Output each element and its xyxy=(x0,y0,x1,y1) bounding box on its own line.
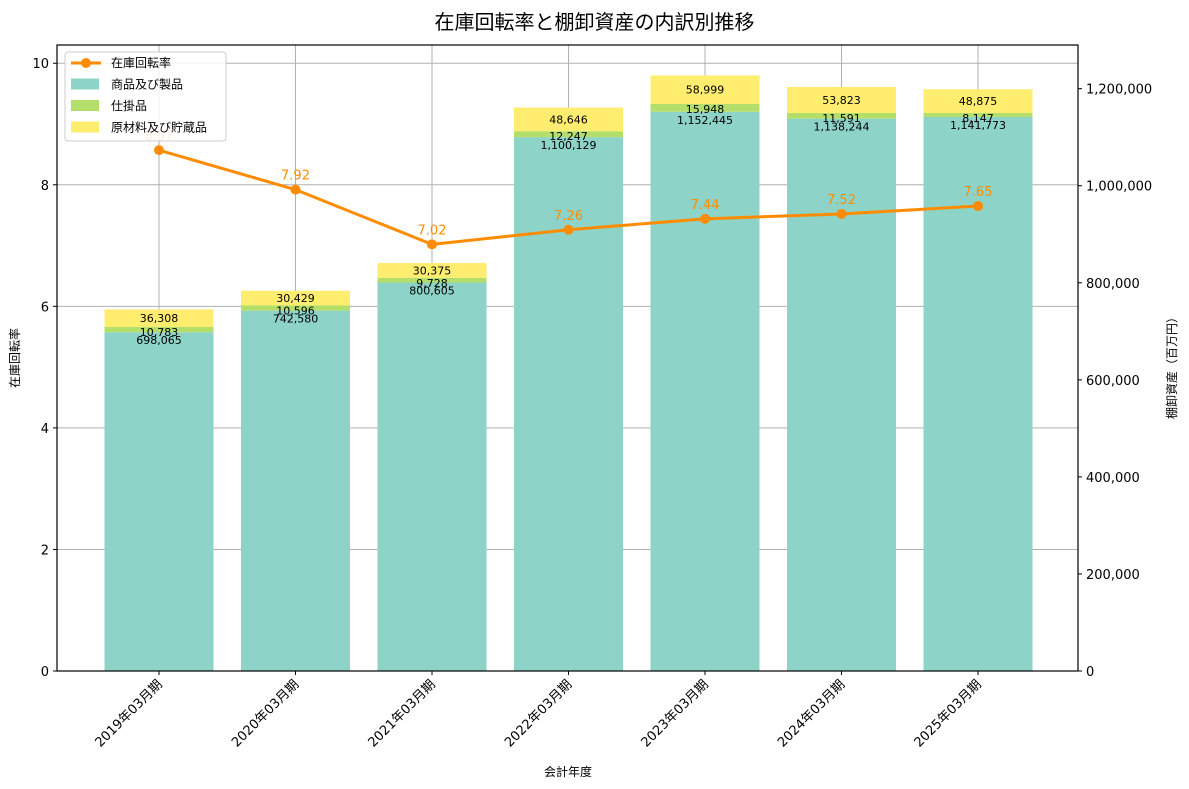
bar-value-label: 15,948 xyxy=(686,103,725,116)
bar-segment xyxy=(377,277,487,283)
bar-segment xyxy=(377,282,487,671)
bar-segment xyxy=(241,310,350,671)
legend-item-label: 仕掛品 xyxy=(111,98,147,113)
turnover-line: 8.577.927.027.267.447.527.65 xyxy=(145,129,993,250)
bar-value-label: 30,375 xyxy=(413,264,452,277)
bar-value-label: 10,783 xyxy=(140,326,179,339)
bar-value-label: 1,138,244 xyxy=(814,121,870,134)
bar-segment xyxy=(923,89,1033,113)
legend-item-label: 原材料及び貯蔵品 xyxy=(111,121,207,135)
x-tick-label: 2025年03月期 xyxy=(912,677,985,750)
bar-value-label: 10,596 xyxy=(276,305,315,318)
y-tick-label-left: 8 xyxy=(41,179,49,194)
x-tick-label: 2024年03月期 xyxy=(775,677,848,750)
x-tick-label: 2023年03月期 xyxy=(639,677,712,750)
bar-value-label: 53,823 xyxy=(822,94,861,107)
legend-swatch-icon xyxy=(71,78,99,90)
bar-segment xyxy=(787,86,896,114)
bar-value-label: 58,999 xyxy=(686,84,725,97)
bar-value-label: 12,247 xyxy=(549,130,588,143)
y-tick-label-right: 600,000 xyxy=(1086,374,1140,389)
line-value-label: 7.52 xyxy=(827,193,856,208)
line-value-label: 7.65 xyxy=(964,185,993,200)
y-tick-label-right: 200,000 xyxy=(1086,568,1140,583)
bar-segment xyxy=(923,112,1033,117)
line-value-label: 7.44 xyxy=(691,198,720,213)
bar-segment xyxy=(377,263,487,278)
bar-segment xyxy=(104,327,214,333)
y-tick-label-right: 1,000,000 xyxy=(1086,180,1152,195)
y-tick-label-right: 0 xyxy=(1086,665,1094,680)
x-axis-label: 会計年度 xyxy=(544,764,592,779)
bar-value-label: 698,065 xyxy=(136,334,182,347)
bar-segment xyxy=(650,75,760,105)
line-value-label: 7.02 xyxy=(418,223,447,238)
bar-segment xyxy=(787,113,896,119)
line-marker xyxy=(563,224,574,235)
bar-segment xyxy=(241,305,350,311)
bar-value-label: 800,605 xyxy=(409,284,455,297)
line-value-label: 7.92 xyxy=(281,169,310,184)
line-marker xyxy=(700,213,710,224)
bar-segment xyxy=(514,131,623,138)
x-tick-label: 2021年03月期 xyxy=(366,677,439,750)
x-tick-label: 2020年03月期 xyxy=(229,677,302,750)
y-tick-label-right: 1,200,000 xyxy=(1086,83,1152,98)
y-tick-label-left: 4 xyxy=(41,422,49,437)
bar-value-label: 48,875 xyxy=(959,95,998,108)
bar-segment xyxy=(650,104,760,112)
line-value-label: 7.26 xyxy=(554,209,583,224)
line-marker xyxy=(427,239,437,250)
y-tick-label-left: 10 xyxy=(32,57,49,72)
y-tick-label-left: 2 xyxy=(41,543,49,558)
y-tick-label-right: 800,000 xyxy=(1086,277,1140,292)
y-tick-label-right: 400,000 xyxy=(1086,471,1140,486)
y-axis-label-left: 在庫回転率 xyxy=(7,328,22,388)
bar-value-label: 742,580 xyxy=(273,313,319,326)
bar-segment xyxy=(241,290,350,306)
bar-segment xyxy=(650,111,760,672)
bar-value-label: 8,147 xyxy=(962,112,994,125)
bar-segment xyxy=(514,107,623,132)
bar-value-label: 30,429 xyxy=(276,292,315,305)
bar-value-label: 36,308 xyxy=(140,312,179,325)
stacked-bars xyxy=(104,75,1033,672)
bar-value-label: 48,646 xyxy=(549,113,588,126)
x-tick-label: 2019年03月期 xyxy=(93,677,166,750)
line-marker xyxy=(836,208,847,219)
y-tick-label-left: 6 xyxy=(41,300,49,315)
bar-value-label: 1,152,445 xyxy=(677,114,733,127)
line-marker xyxy=(973,201,983,212)
y-axis-label-right: 棚卸資産（百万円） xyxy=(1164,311,1179,419)
x-tick-label: 2022年03月期 xyxy=(502,677,575,750)
line-marker xyxy=(154,145,164,156)
bar-segment xyxy=(104,309,214,328)
legend-item-label: 商品及び製品 xyxy=(111,77,183,92)
bar-segment xyxy=(104,332,214,671)
chart-title: 在庫回転率と棚卸資産の内訳別推移 xyxy=(434,10,755,34)
legend-swatch-icon xyxy=(71,121,99,133)
line-marker xyxy=(290,184,301,195)
bar-value-label: 1,100,129 xyxy=(541,139,597,152)
legend-swatch-icon xyxy=(71,100,99,111)
bar-value-label: 9,728 xyxy=(416,277,448,290)
bar-value-label: 11,591 xyxy=(822,112,861,125)
bar-value-label: 1,141,773 xyxy=(950,119,1006,132)
legend-item-label: 在庫回転率 xyxy=(111,55,171,70)
y-tick-label-left: 0 xyxy=(41,665,49,680)
